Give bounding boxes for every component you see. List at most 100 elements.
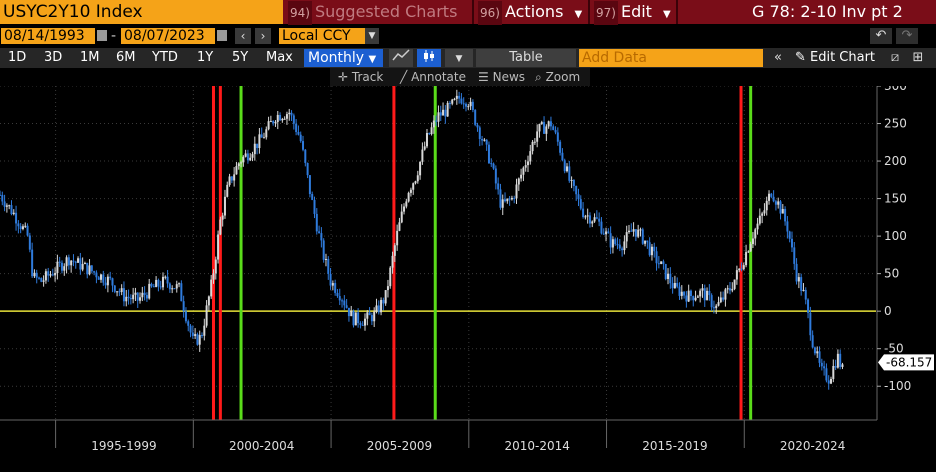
actions-menu[interactable]: 96) Actions ▼ [478, 0, 582, 25]
price-candle [582, 208, 585, 217]
price-candle [818, 351, 821, 363]
price-candle [405, 201, 408, 207]
period-ytd[interactable]: YTD [152, 50, 178, 65]
undo-icon[interactable]: ↶ [870, 28, 892, 44]
end-date-input[interactable]: 08/07/2023 [121, 28, 215, 44]
price-candle [572, 179, 575, 186]
price-candle [77, 258, 80, 263]
price-candle [295, 123, 298, 132]
price-candle [304, 149, 307, 163]
price-candle [813, 347, 816, 354]
price-candle [745, 252, 748, 266]
price-candle [65, 257, 68, 267]
header-bar: USYC2Y10 Index 94) Suggested Charts 96) Ac… [0, 0, 936, 25]
calendar-icon[interactable] [217, 30, 227, 41]
grid-icon[interactable]: ⊞ [908, 49, 928, 67]
start-date-input[interactable]: 08/14/1993 [1, 28, 95, 44]
price-candle [719, 297, 722, 303]
settings-icon[interactable]: ⧄ [885, 49, 905, 67]
annotate-tool[interactable]: ╱ Annotate [400, 68, 466, 86]
collapse-icon[interactable]: « [767, 49, 789, 67]
magnifier-icon: ⌕ [535, 70, 542, 84]
price-candle [249, 157, 252, 161]
currency-select[interactable]: Local CCY ▼ [279, 28, 379, 44]
price-candle [646, 240, 649, 243]
frequency-select[interactable]: Monthly ▼ [304, 49, 383, 67]
price-candle [499, 189, 502, 208]
price-candle [347, 307, 350, 317]
price-candle [67, 257, 70, 266]
edit-menu[interactable]: 97) Edit ▼ [594, 0, 671, 25]
price-candle [749, 244, 752, 252]
price-candle [804, 289, 807, 300]
y-tick-label: 200 [884, 154, 907, 168]
price-candle [233, 174, 236, 181]
table-button[interactable]: Table [476, 49, 576, 67]
price-candle [42, 280, 45, 282]
period-6m[interactable]: 6M [116, 50, 136, 65]
y-tick-label: -100 [884, 379, 911, 393]
price-candle [735, 270, 738, 280]
price-candle [338, 296, 341, 301]
period-1y[interactable]: 1Y [197, 50, 214, 65]
price-candle [451, 99, 454, 104]
price-candle [556, 132, 559, 142]
price-candle [368, 312, 371, 316]
chart-type-dropdown[interactable]: ▼ [445, 49, 473, 67]
candlestick-icon[interactable] [417, 49, 441, 67]
price-candle [536, 131, 539, 142]
price-candle [373, 311, 376, 322]
redo-icon[interactable]: ↷ [896, 28, 918, 44]
price-candle [770, 193, 773, 197]
price-candle [478, 127, 481, 139]
price-candle [51, 274, 54, 276]
price-candle [460, 98, 463, 104]
chevron-left-icon[interactable]: ‹ [235, 28, 251, 44]
period-max[interactable]: Max [266, 50, 293, 65]
y-tick-label: 150 [884, 192, 907, 206]
add-data-input[interactable]: Add Data [579, 49, 763, 67]
price-candle [524, 165, 527, 168]
date-range-bar: 08/14/1993 - 08/07/2023 ‹ › Local CCY ▼ … [0, 26, 936, 46]
price-candle [566, 166, 569, 172]
price-candle [639, 229, 642, 231]
frequency-label: Monthly [308, 50, 365, 66]
suggested-charts-button[interactable]: 94) Suggested Charts [288, 0, 457, 25]
news-tool[interactable]: ☰ News [478, 68, 525, 86]
price-candle [476, 124, 479, 128]
price-candle [313, 199, 316, 214]
x-period-label: 2015-2019 [642, 439, 707, 453]
price-candle [680, 291, 683, 296]
price-candle [419, 161, 422, 176]
ticker-field[interactable]: USYC2Y10 Index [0, 0, 283, 24]
period-1m[interactable]: 1M [80, 50, 100, 65]
price-candle [370, 315, 373, 322]
period-1d[interactable]: 1D [8, 50, 27, 65]
price-candle [683, 291, 686, 296]
edit-chart-button[interactable]: ✎ Edit Chart [792, 49, 878, 67]
price-candle [38, 277, 41, 279]
price-chart[interactable]: 300 250 200 150 100 50 0 -50 -100 -68.157 1995-19… [0, 86, 936, 472]
calendar-icon[interactable] [97, 30, 107, 41]
price-candle [667, 273, 670, 279]
price-candle [575, 185, 578, 195]
price-candle [605, 231, 608, 235]
price-candle [70, 260, 73, 266]
price-candle [807, 299, 810, 313]
zoom-tool[interactable]: ⌕ Zoom [535, 68, 580, 86]
price-candle [393, 245, 396, 256]
price-candle [790, 238, 793, 248]
line-chart-icon[interactable] [389, 49, 413, 67]
price-candle [201, 335, 204, 337]
period-3d[interactable]: 3D [44, 50, 63, 65]
price-candle [212, 273, 215, 280]
price-candle [33, 272, 36, 277]
currency-label: Local CCY [282, 28, 351, 44]
price-candle [359, 323, 362, 325]
track-tool[interactable]: ✛ Track [338, 68, 383, 86]
price-candle [386, 286, 389, 291]
chevron-right-icon[interactable]: › [255, 28, 271, 44]
price-candle [825, 368, 828, 381]
period-5y[interactable]: 5Y [232, 50, 249, 65]
price-candle [12, 212, 15, 215]
